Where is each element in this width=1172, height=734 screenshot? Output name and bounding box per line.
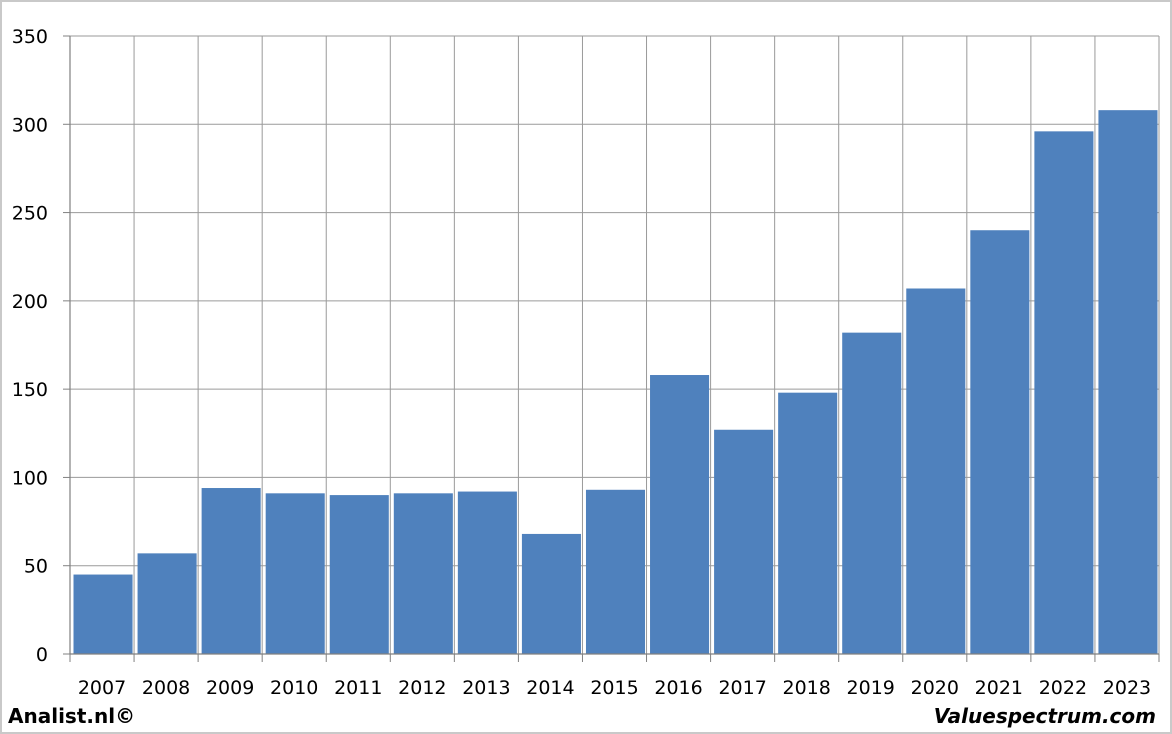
bar-2015 xyxy=(585,489,646,654)
x-tick-label: 2010 xyxy=(270,677,318,699)
y-tick-label: 100 xyxy=(12,467,48,489)
bar-2016 xyxy=(650,375,710,654)
x-tick-label: 2012 xyxy=(398,677,446,699)
x-tick-label: 2022 xyxy=(1039,677,1087,699)
y-tick-label: 300 xyxy=(12,114,48,136)
x-tick-label: 2008 xyxy=(142,677,190,699)
bar-2007 xyxy=(73,574,133,654)
x-tick-label: 2020 xyxy=(911,677,959,699)
bar-2009 xyxy=(201,488,261,654)
x-tick-label: 2016 xyxy=(654,677,702,699)
credit-left: Analist.nl© xyxy=(8,704,136,728)
bar-2022 xyxy=(1034,131,1094,654)
x-tick-label: 2017 xyxy=(718,677,766,699)
x-tick-label: 2014 xyxy=(526,677,574,699)
bar-2008 xyxy=(137,553,197,654)
bar-2013 xyxy=(457,491,517,654)
x-tick-label: 2011 xyxy=(334,677,382,699)
x-tick-label: 2023 xyxy=(1103,677,1151,699)
bar-2021 xyxy=(970,230,1030,654)
credit-right: Valuespectrum.com xyxy=(933,704,1156,728)
y-tick-label: 350 xyxy=(12,26,48,48)
bar-2018 xyxy=(778,392,838,654)
y-tick-label: 150 xyxy=(12,379,48,401)
x-tick-label: 2015 xyxy=(590,677,638,699)
bar-2019 xyxy=(842,332,902,654)
x-tick-label: 2018 xyxy=(782,677,830,699)
bar-2010 xyxy=(265,493,325,654)
y-tick-label: 0 xyxy=(36,644,48,666)
bar-2017 xyxy=(714,429,774,654)
y-tick-label: 250 xyxy=(12,203,48,225)
y-tick-label: 200 xyxy=(12,291,48,313)
bar-2011 xyxy=(329,495,389,654)
x-tick-label: 2007 xyxy=(78,677,126,699)
y-tick-label: 50 xyxy=(24,556,48,578)
bar-2023 xyxy=(1098,110,1158,654)
x-tick-label: 2013 xyxy=(462,677,510,699)
bar-2012 xyxy=(393,493,453,654)
x-tick-label: 2009 xyxy=(206,677,254,699)
bar-chart: 0 50 100 150 200 250 300 350 2007 2008 2009 2010 201… xyxy=(12,26,1160,699)
bar-2014 xyxy=(521,533,581,654)
x-tick-label: 2019 xyxy=(847,677,895,699)
bar-2020 xyxy=(906,288,966,654)
x-tick-label: 2021 xyxy=(975,677,1023,699)
